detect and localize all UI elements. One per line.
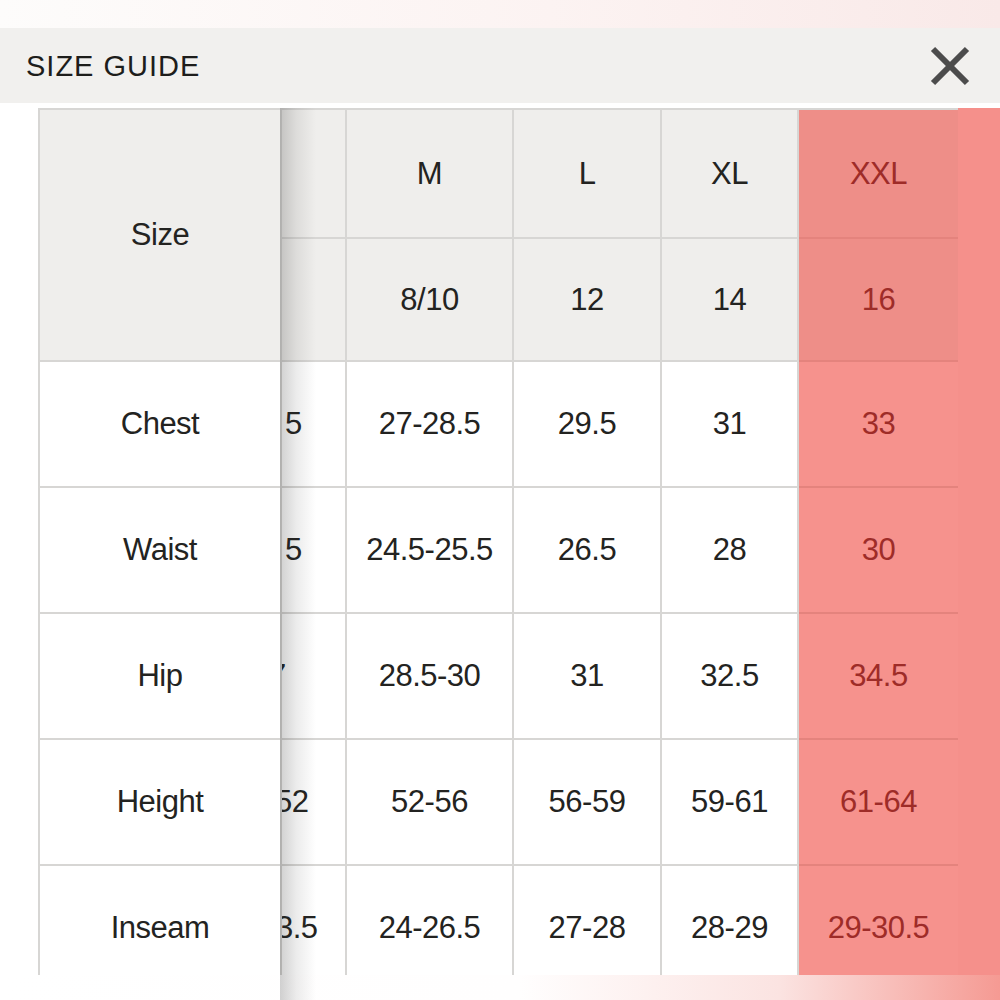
corner-header-size: Size xyxy=(40,110,282,362)
cut-cell-hip: 7 xyxy=(282,614,347,740)
cut-fragment: 7 xyxy=(282,658,286,694)
cell-height-xl: 59-61 xyxy=(662,740,799,866)
cell-height-l: 56-59 xyxy=(514,740,662,866)
col-header-m: M xyxy=(347,110,514,239)
cell-height-m: 52-56 xyxy=(347,740,514,866)
cut-fragment: 52 xyxy=(282,784,308,820)
size-guide-table: Size M L XL XXL 8/10 12 14 16 Chest 5 27… xyxy=(38,108,958,975)
cut-cell-inseam: 3.5 xyxy=(282,866,347,975)
cell-inseam-l: 27-28 xyxy=(514,866,662,975)
cut-fragment: 3.5 xyxy=(282,910,318,946)
bottom-fade-strip xyxy=(0,975,1000,1000)
modal-header: SIZE GUIDE xyxy=(0,28,1000,103)
cell-hip-m: 28.5-30 xyxy=(347,614,514,740)
cell-hip-xxl: 34.5 xyxy=(799,614,958,740)
numeric-size-l: 12 xyxy=(514,239,662,362)
cell-height-xxl: 61-64 xyxy=(799,740,958,866)
col-header-xxl-highlighted: XXL xyxy=(799,110,958,239)
row-header-height: Height xyxy=(40,740,282,866)
cut-cell-chest: 5 xyxy=(282,362,347,488)
cut-column-numeric xyxy=(282,239,347,362)
cell-chest-l: 29.5 xyxy=(514,362,662,488)
modal-title: SIZE GUIDE xyxy=(26,49,200,82)
cut-column-header xyxy=(282,110,347,239)
numeric-size-xl: 14 xyxy=(662,239,799,362)
table-row-waist: Waist 5 24.5-25.5 26.5 28 30 xyxy=(40,488,958,614)
cell-waist-l: 26.5 xyxy=(514,488,662,614)
col-header-l: L xyxy=(514,110,662,239)
page-behind-strip xyxy=(0,0,1000,28)
numeric-size-m: 8/10 xyxy=(347,239,514,362)
table-row-inseam: Inseam 3.5 24-26.5 27-28 28-29 29-30.5 xyxy=(40,866,958,975)
cell-inseam-m: 24-26.5 xyxy=(347,866,514,975)
cut-cell-waist: 5 xyxy=(282,488,347,614)
row-header-inseam: Inseam xyxy=(40,866,282,975)
cell-chest-m: 27-28.5 xyxy=(347,362,514,488)
cell-hip-l: 31 xyxy=(514,614,662,740)
table-row-chest: Chest 5 27-28.5 29.5 31 33 xyxy=(40,362,958,488)
row-header-waist: Waist xyxy=(40,488,282,614)
cell-chest-xl: 31 xyxy=(662,362,799,488)
table-row-height: Height 52 52-56 56-59 59-61 61-64 xyxy=(40,740,958,866)
close-icon xyxy=(927,43,973,89)
cut-fragment: 5 xyxy=(285,406,302,442)
size-guide-modal: SIZE GUIDE Size M L XL XXL xyxy=(0,0,1000,1000)
cut-fragment: 5 xyxy=(285,532,302,568)
cell-waist-xxl: 30 xyxy=(799,488,958,614)
cell-waist-m: 24.5-25.5 xyxy=(347,488,514,614)
row-header-chest: Chest xyxy=(40,362,282,488)
row-header-hip: Hip xyxy=(40,614,282,740)
cell-inseam-xxl: 29-30.5 xyxy=(799,866,958,975)
cell-inseam-xl: 28-29 xyxy=(662,866,799,975)
close-button[interactable] xyxy=(923,39,977,93)
col-header-xl: XL xyxy=(662,110,799,239)
cell-chest-xxl: 33 xyxy=(799,362,958,488)
cut-cell-height: 52 xyxy=(282,740,347,866)
cell-hip-xl: 32.5 xyxy=(662,614,799,740)
highlight-column-overflow xyxy=(958,108,1000,1000)
size-table-scroll-area[interactable]: Size M L XL XXL 8/10 12 14 16 Chest 5 27… xyxy=(38,108,958,975)
numeric-size-xxl-highlighted: 16 xyxy=(799,239,958,362)
table-row-hip: Hip 7 28.5-30 31 32.5 34.5 xyxy=(40,614,958,740)
cell-waist-xl: 28 xyxy=(662,488,799,614)
